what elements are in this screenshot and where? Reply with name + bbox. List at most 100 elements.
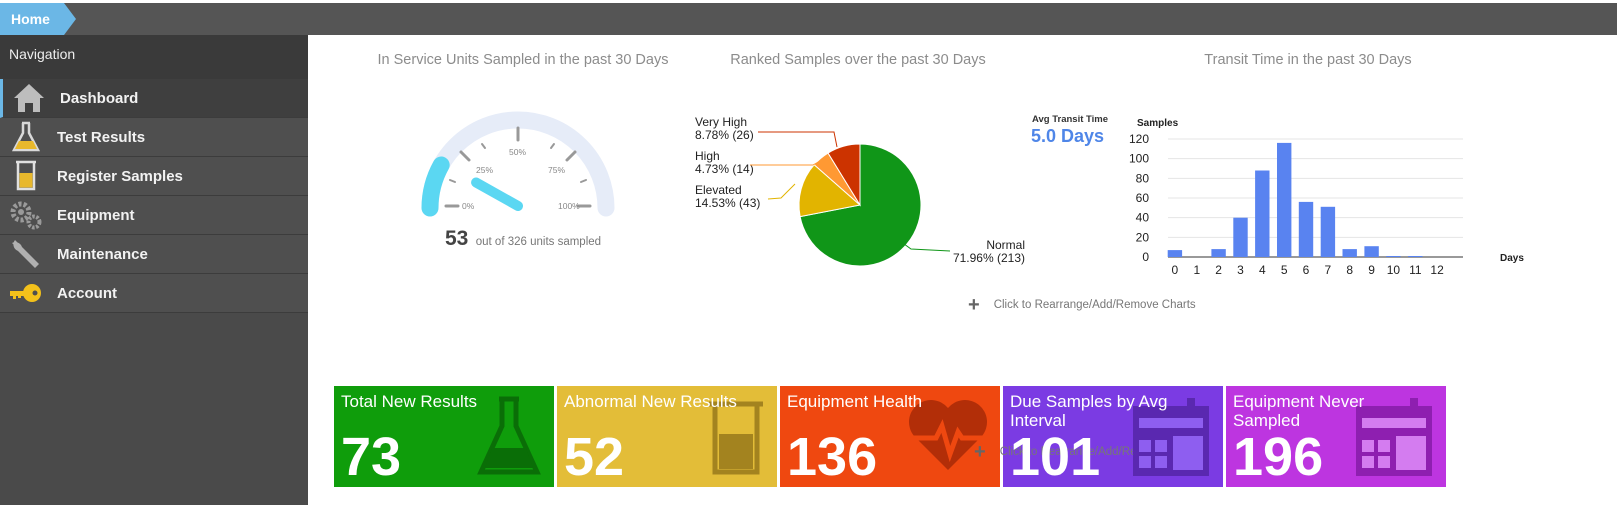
tile-abnormal-new-results[interactable]: Abnormal New Results 52 <box>557 386 777 487</box>
tile-due-samples[interactable]: Due Samples by Avg Interval 101 <box>1003 386 1223 487</box>
pie-slice-very-high[interactable] <box>827 143 861 207</box>
key-icon <box>0 274 52 312</box>
flask-icon <box>0 118 52 156</box>
sidebar-item-label: Account <box>57 284 117 302</box>
tile-value: 196 <box>1233 427 1324 487</box>
gauge-value: 53 <box>444 227 469 250</box>
plus-icon: + <box>974 441 986 463</box>
dashboard-main: In Service Units Sampled in the past 30 … <box>308 35 1617 505</box>
gauge-tick-label: 25% <box>476 165 493 175</box>
pie-legend-elevated-name: Elevated <box>695 183 742 197</box>
avg-transit-label: Avg Transit Time <box>1032 114 1109 125</box>
bar-y-tick-label: 120 <box>1129 132 1149 146</box>
bar-day-3[interactable] <box>1233 217 1248 257</box>
bar-y-tick-label: 100 <box>1129 152 1149 166</box>
bar-x-tick-label: 5 <box>1281 263 1288 277</box>
pie-leader-elevated <box>767 183 796 200</box>
home-icon <box>3 79 55 117</box>
plus-icon: + <box>968 294 980 316</box>
sidebar-item-test-results[interactable]: Test Results <box>0 118 308 157</box>
bar-x-tick-label: 1 <box>1193 263 1200 277</box>
sidebar-item-label: Equipment <box>57 206 135 224</box>
breadcrumb-home[interactable]: Home <box>0 3 76 35</box>
bar-x-tick-label: 7 <box>1325 263 1332 277</box>
gauge-tick-label: 100% <box>558 201 580 211</box>
bar-y-tick-label: 60 <box>1136 191 1150 205</box>
pie-title: Ranked Samples over the past 30 Days <box>730 52 986 68</box>
sidebar-item-dashboard[interactable]: Dashboard <box>0 79 308 118</box>
sidebar: Navigation Dashboard Test Results Regist… <box>0 35 308 505</box>
bar-day-0[interactable] <box>1167 250 1183 257</box>
gauge-needle <box>471 177 523 211</box>
bar-day-11[interactable] <box>1408 256 1423 257</box>
calendar-icon <box>1133 398 1209 476</box>
bar-x-tick-label: 2 <box>1215 263 1222 277</box>
rearrange-charts-button[interactable]: + Click to Rearrange/Add/Remove Charts <box>968 294 1196 316</box>
bar-x-tick-label: 0 <box>1172 263 1179 277</box>
pie-legend-very-high-name: Very High <box>695 115 747 129</box>
gauge-fill <box>421 156 450 217</box>
bar-day-5[interactable] <box>1277 142 1292 257</box>
gauge-caption: out of 326 units sampled <box>475 236 602 248</box>
pie-chart: Very High 8.78% (26) High 4.73% (14) Ele… <box>695 115 1025 267</box>
top-bar: Home <box>0 3 1617 35</box>
sidebar-item-maintenance[interactable]: Maintenance <box>0 235 308 274</box>
bar-x-tick-label: 8 <box>1346 263 1353 277</box>
tile-equipment-never-sampled[interactable]: Equipment Never Sampled 196 <box>1226 386 1446 487</box>
bar-day-7[interactable] <box>1320 206 1336 257</box>
bar-day-8[interactable] <box>1342 249 1357 257</box>
bar-day-9[interactable] <box>1364 246 1379 257</box>
sidebar-item-equipment[interactable]: Equipment <box>0 196 308 235</box>
pie-legend-normal-name: Normal <box>986 238 1025 252</box>
tile-equipment-health[interactable]: Equipment Health 136 <box>780 386 1000 487</box>
rearrange-charts-label: Click to Rearrange/Add/Remove Charts <box>993 299 1196 311</box>
sidebar-item-account[interactable]: Account <box>0 274 308 313</box>
pie-leader-very-high <box>758 131 838 148</box>
navigation-title: Navigation <box>0 35 308 79</box>
tile-value: 73 <box>341 427 402 487</box>
pie-slice-elevated[interactable] <box>798 163 862 218</box>
gauge-title: In Service Units Sampled in the past 30 … <box>377 52 669 68</box>
heart-pulse-icon <box>908 399 988 470</box>
bar-y-axis-label: Samples <box>1137 118 1179 129</box>
bar-x-tick-label: 10 <box>1387 263 1401 277</box>
tile-value: 136 <box>787 427 878 487</box>
pie-leader-high <box>750 160 821 166</box>
bar-day-2[interactable] <box>1211 249 1226 257</box>
pie-leader-normal <box>899 240 951 252</box>
flask-icon <box>477 396 541 475</box>
bar-x-axis-label: Days <box>1500 253 1524 264</box>
transit-title: Transit Time in the past 30 Days <box>1204 52 1412 68</box>
bar-y-tick-label: 80 <box>1136 171 1150 185</box>
tile-title: Equipment Health <box>787 392 923 411</box>
sidebar-item-label: Test Results <box>57 128 146 146</box>
pie-legend-high-label: 4.73% (14) <box>695 162 754 176</box>
tile-title: Total New Results <box>341 392 478 411</box>
gauge-tick-label: 75% <box>548 165 565 175</box>
tile-value: 101 <box>1010 427 1101 487</box>
gauge-readout: 53 out of 326 units sampled <box>423 227 623 251</box>
bar-y-tick-label: 40 <box>1136 211 1150 225</box>
tile-title: Equipment Never Sampled <box>1233 392 1365 430</box>
pie-legend-normal-label: 71.96% (213) <box>953 251 1025 265</box>
sidebar-item-label: Maintenance <box>57 245 148 263</box>
gauge-tick-label: 50% <box>509 147 526 157</box>
bar-x-tick-label: 6 <box>1303 263 1310 277</box>
bar-x-tick-label: 11 <box>1409 263 1422 277</box>
pie-legend-very-high-label: 8.78% (26) <box>695 128 754 142</box>
sidebar-item-register-samples[interactable]: Register Samples <box>0 157 308 196</box>
bar-x-tick-label: 9 <box>1368 263 1375 277</box>
bar-x-tick-label: 12 <box>1430 263 1444 277</box>
sidebar-item-label: Dashboard <box>60 89 139 107</box>
bar-day-4[interactable] <box>1255 170 1270 258</box>
bar-day-10[interactable] <box>1386 256 1401 257</box>
gears-icon <box>0 196 52 234</box>
pie-legend-high-name: High <box>695 149 720 163</box>
beaker-icon <box>709 401 763 475</box>
bar-y-tick-label: 0 <box>1142 250 1149 264</box>
bar-day-6[interactable] <box>1298 201 1314 257</box>
tile-value: 52 <box>564 427 625 487</box>
tile-total-new-results[interactable]: Total New Results 73 <box>334 386 554 487</box>
bar-x-tick-label: 4 <box>1259 263 1266 277</box>
